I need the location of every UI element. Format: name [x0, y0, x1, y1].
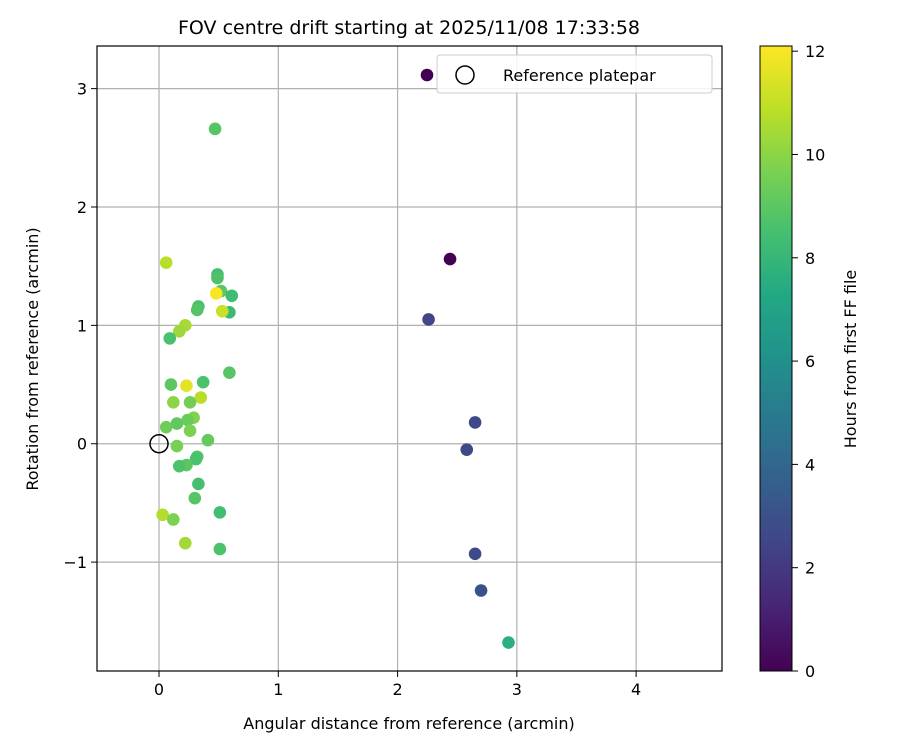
colorbar-tick-label: 4: [805, 455, 815, 474]
legend-entry-label: Reference platepar: [503, 66, 656, 85]
x-tick-label: 4: [631, 680, 641, 699]
plot-area: [97, 46, 722, 671]
scatter-point: [502, 636, 515, 649]
colorbar-tick-label: 10: [805, 145, 825, 164]
scatter-point: [170, 439, 184, 453]
legend-box: [436, 54, 713, 94]
scatter-point: [164, 378, 178, 391]
colorbar-label: Hours from first FF file: [841, 270, 860, 449]
scatter-point: [156, 508, 169, 522]
colorbar-tick-label: 12: [805, 42, 825, 61]
x-axis-label: Angular distance from reference (arcmin): [243, 714, 574, 733]
scatter-point: [159, 420, 173, 434]
colorbar-ticks: 0 2 4 6 8 10 12: [792, 42, 825, 681]
scatter-point: [183, 424, 197, 438]
scatter-point: [172, 324, 186, 338]
scatter-point: [201, 433, 215, 447]
y-axis-label: Rotation from reference (arcmin): [23, 227, 42, 490]
x-tick-label: 2: [392, 680, 402, 699]
y-tick-label: 0: [77, 435, 87, 454]
scatter-point: [194, 391, 208, 404]
reference-platepar-marker: [149, 433, 169, 454]
scatter-point: [196, 375, 210, 389]
y-tick-label: 2: [77, 198, 87, 217]
y-tick-label: 1: [77, 316, 87, 335]
y-axis-ticks: −1 0 1 2 3: [63, 80, 97, 572]
scatter-point: [181, 413, 194, 427]
scatter-point: [192, 477, 205, 491]
scatter-point: [468, 416, 482, 429]
scatter-point: [167, 513, 180, 526]
data-points: [156, 68, 515, 649]
scatter-point: [225, 289, 239, 303]
scatter-point: [213, 542, 227, 556]
scatter-point: [183, 395, 197, 409]
legend-marker: [455, 65, 475, 85]
scatter-point: [159, 256, 173, 269]
scatter-point: [178, 536, 192, 550]
colorbar: 0 2 4 6 8 10 12 Hours from first FF file: [759, 42, 860, 681]
y-tick-label: −1: [63, 553, 87, 572]
scatter-point: [170, 417, 184, 430]
x-tick-label: 1: [273, 680, 283, 699]
scatter-point: [223, 366, 236, 380]
legend: Reference platepar: [436, 54, 713, 94]
scatter-point: [422, 313, 435, 326]
colorbar-tick-label: 0: [805, 662, 815, 681]
scatter-point: [167, 395, 180, 409]
colorbar-tick-label: 2: [805, 559, 815, 578]
colorbar-tick-label: 6: [805, 352, 815, 371]
plot-frame: [96, 45, 723, 672]
scatter-point: [188, 491, 202, 505]
scatter-point: [189, 452, 203, 466]
scatter-point: [208, 122, 222, 136]
x-tick-label: 3: [512, 680, 522, 699]
scatter-point: [211, 271, 224, 285]
chart-title: FOV centre drift starting at 2025/11/08 …: [178, 17, 640, 39]
scatter-point: [190, 303, 204, 317]
scatter-point: [213, 506, 227, 519]
scatter-point: [474, 584, 488, 597]
partially-hidden-point: [420, 68, 434, 82]
scatter-point: [443, 252, 457, 266]
y-tick-label: 3: [77, 80, 87, 99]
scatter-point: [172, 459, 186, 473]
scatter-point: [180, 379, 193, 393]
scatter-point: [215, 304, 229, 318]
colorbar-gradient: [759, 45, 793, 672]
x-axis-ticks: 0 1 2 3 4: [154, 671, 641, 699]
scatter-point: [209, 287, 223, 300]
scatter-point: [163, 332, 177, 345]
x-tick-label: 0: [154, 680, 164, 699]
scatter-point: [468, 547, 482, 561]
colorbar-tick-label: 8: [805, 249, 815, 268]
scatter-point: [460, 443, 474, 456]
